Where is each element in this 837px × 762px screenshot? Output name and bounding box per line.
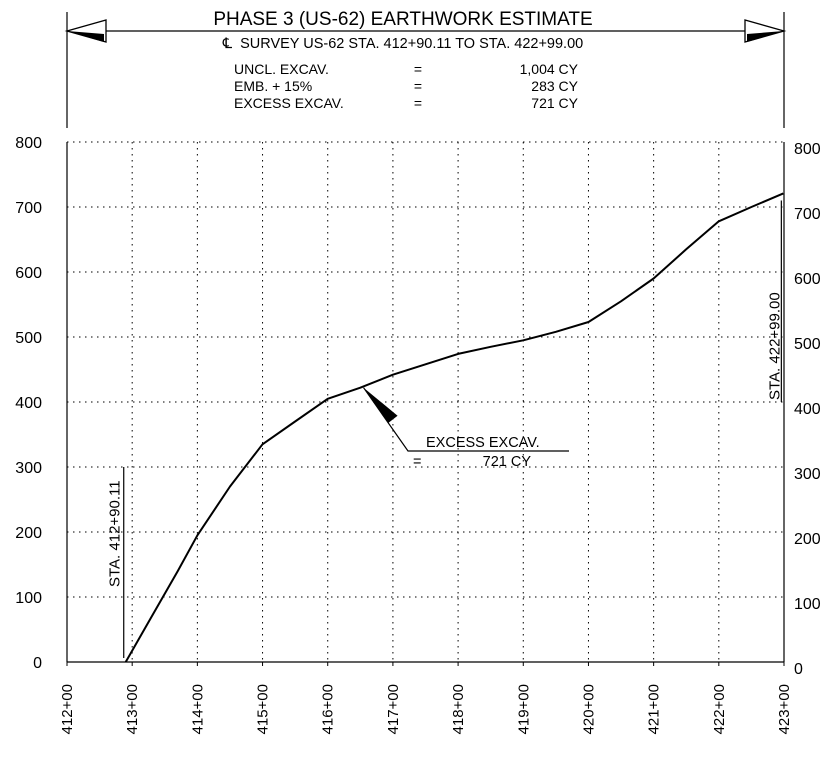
summary-value: 721 CY	[531, 95, 578, 111]
callout-leader-line	[363, 387, 569, 452]
chart-title: PHASE 3 (US-62) EARTHWORK ESTIMATE	[213, 9, 592, 30]
x-tick-label: 414+00	[189, 684, 206, 734]
left-arrowhead	[64, 19, 107, 43]
excess-callout: EXCESS EXCAV. = 721 CY	[363, 387, 569, 470]
start-station-label: STA. 412+90.11	[107, 480, 124, 587]
callout-arrowhead	[363, 387, 398, 423]
y-tick-label-right: 0	[794, 661, 803, 678]
subtitle-line: ℄ SURVEY US-62 STA. 412+90.11 TO STA. 42…	[222, 36, 583, 52]
callout-eq: =	[413, 454, 421, 470]
centerline-icon: ℄	[222, 36, 233, 52]
summary-row: EXCESS EXCAV. = 721 CY	[234, 95, 579, 111]
summary-value: 1,004 CY	[520, 61, 579, 77]
end-station-label: STA. 422+99.00	[766, 292, 783, 400]
y-tick-label-left: 400	[15, 395, 42, 412]
series-layer	[124, 192, 784, 663]
y-tick-label-left: 800	[15, 135, 42, 152]
y-tick-label-right: 800	[794, 141, 821, 158]
summary-eq: =	[414, 61, 422, 77]
y-tick-label-left: 0	[33, 655, 42, 672]
x-tick-label: 422+00	[711, 684, 728, 734]
earthwork-curve	[124, 192, 784, 663]
summary-eq: =	[414, 95, 422, 111]
summary-row: UNCL. EXCAV. = 1,004 CY	[234, 61, 579, 77]
y-tick-label-left: 500	[15, 330, 42, 347]
x-tick-label: 419+00	[515, 684, 532, 734]
y-tick-label-right: 200	[794, 531, 821, 548]
summary-eq: =	[414, 78, 422, 94]
grid-layer	[67, 141, 784, 662]
y-tick-label-right: 400	[794, 401, 821, 418]
right-arrowhead	[744, 19, 787, 43]
summary-label: EXCESS EXCAV.	[234, 95, 344, 111]
x-tick-label: 412+00	[59, 684, 76, 734]
y-tick-label-left: 700	[15, 200, 42, 217]
x-tick-label: 415+00	[255, 684, 272, 734]
start-station-marker: STA. 412+90.11	[107, 467, 125, 658]
tick-label-layer: 0 100 200 300 400 500 600 700 800 0 100 200 300 400 50…	[15, 135, 821, 734]
x-tick-label: 416+00	[320, 684, 337, 734]
x-tick-label: 420+00	[580, 684, 597, 734]
x-tick-label: 421+00	[646, 684, 663, 734]
summary-label: UNCL. EXCAV.	[234, 61, 329, 77]
summary-value: 283 CY	[531, 78, 578, 94]
x-tick-label: 417+00	[385, 684, 402, 734]
end-station-marker: STA. 422+99.00	[766, 200, 783, 402]
y-tick-label-right: 100	[794, 596, 821, 613]
x-tick-label: 418+00	[450, 684, 467, 734]
callout-label: EXCESS EXCAV.	[426, 435, 540, 451]
y-tick-label-right: 600	[794, 271, 821, 288]
y-tick-label-left: 600	[15, 265, 42, 282]
summary-row: EMB. + 15% = 283 CY	[234, 78, 579, 94]
summary-label: EMB. + 15%	[234, 78, 312, 94]
subtitle-text: SURVEY US-62 STA. 412+90.11 TO STA. 422+…	[240, 36, 583, 52]
callout-value: 721 CY	[483, 454, 532, 470]
y-tick-label-left: 100	[15, 590, 42, 607]
x-tick-label: 423+00	[776, 684, 793, 734]
x-tick-label: 413+00	[124, 684, 141, 734]
header-block: PHASE 3 (US-62) EARTHWORK ESTIMATE ℄ SUR…	[64, 9, 787, 128]
y-tick-label-left: 300	[15, 460, 42, 477]
y-tick-label-right: 700	[794, 206, 821, 223]
y-tick-label-right: 500	[794, 336, 821, 353]
y-tick-label-right: 300	[794, 466, 821, 483]
axis-layer	[66, 142, 785, 663]
y-tick-label-left: 200	[15, 525, 42, 542]
